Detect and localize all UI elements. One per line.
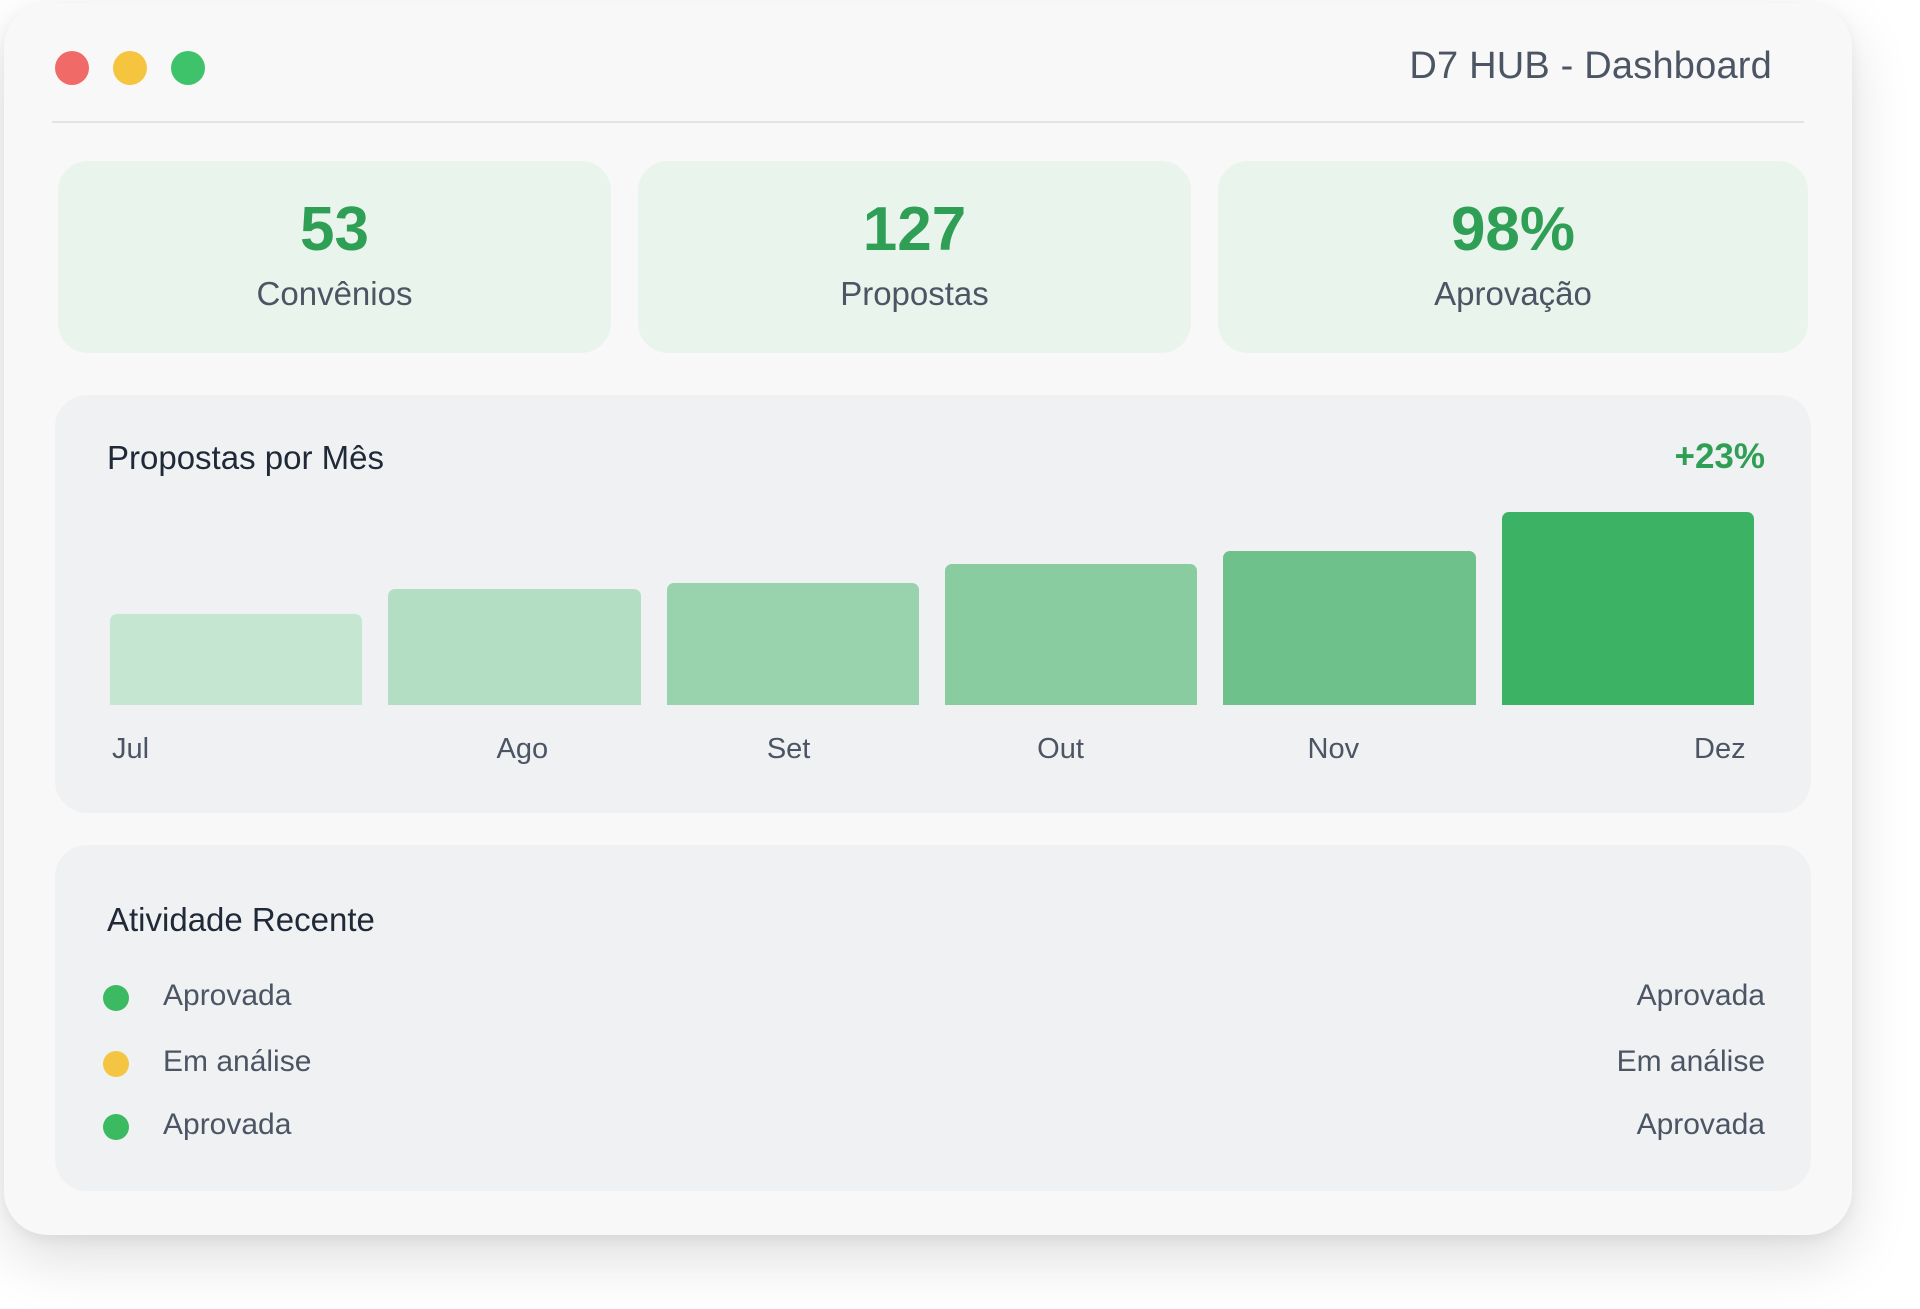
title-bar: D7 HUB - Dashboard — [4, 3, 1852, 123]
minimize-window-button[interactable] — [113, 51, 147, 85]
status-dot-icon — [103, 1051, 129, 1077]
activity-label: Aprovada — [163, 979, 292, 1012]
stat-card-convenios[interactable]: 53 Convênios — [58, 161, 611, 353]
dashboard-window: D7 HUB - Dashboard 53 Convênios 127 Prop… — [4, 3, 1852, 1235]
stat-label: Propostas — [840, 275, 989, 312]
stat-value: 53 — [300, 195, 369, 264]
bar-chart: Jul Ago Set Out Nov Dez — [55, 395, 1811, 813]
chart-panel: Propostas por Mês +23% Jul Ago Set Out Nov De… — [55, 395, 1811, 813]
month-label: Ago — [496, 733, 549, 765]
bar-ago[interactable] — [388, 589, 641, 705]
month-label: Set — [766, 733, 811, 765]
close-window-button[interactable] — [55, 51, 89, 85]
bar-nov[interactable] — [1223, 550, 1476, 705]
month-label: Out — [1037, 733, 1084, 765]
month-label: Nov — [1307, 733, 1360, 765]
growth-indicator: +23% — [1674, 437, 1766, 476]
activity-status: Em análise — [1616, 1045, 1765, 1078]
bar-out[interactable] — [945, 564, 1198, 705]
activity-status: Aprovada — [1636, 979, 1765, 1012]
stat-value: 127 — [862, 195, 967, 264]
title-divider — [52, 121, 1804, 123]
activity-title: Atividade Recente — [107, 901, 375, 938]
stat-card-propostas[interactable]: 127 Propostas — [638, 161, 1191, 353]
activity-panel: Atividade Recente Aprovada Aprovada Em a… — [55, 845, 1811, 1191]
status-dot-icon — [103, 985, 129, 1011]
window-title: D7 HUB - Dashboard — [1409, 45, 1772, 87]
activity-label: Em análise — [163, 1045, 312, 1078]
stat-label: Convênios — [256, 275, 413, 312]
stat-label: Aprovação — [1434, 275, 1592, 312]
month-label: Dez — [1694, 733, 1746, 765]
month-label: Jul — [112, 733, 150, 765]
status-dot-icon — [103, 1114, 129, 1140]
bar-dez[interactable] — [1501, 512, 1754, 705]
maximize-window-button[interactable] — [171, 51, 205, 85]
activity-label: Aprovada — [163, 1108, 292, 1141]
chart-title: Propostas por Mês — [107, 439, 384, 476]
stat-card-aprovacao[interactable]: 98% Aprovação — [1218, 161, 1808, 353]
bar-jul[interactable] — [110, 614, 363, 705]
activity-item[interactable]: Em análise Em análise — [55, 1041, 1811, 1089]
bar-set[interactable] — [666, 583, 919, 705]
activity-item[interactable]: Aprovada Aprovada — [55, 1104, 1811, 1152]
stat-value: 98% — [1450, 195, 1576, 264]
activity-item[interactable]: Aprovada Aprovada — [55, 975, 1811, 1023]
activity-status: Aprovada — [1636, 1108, 1765, 1141]
